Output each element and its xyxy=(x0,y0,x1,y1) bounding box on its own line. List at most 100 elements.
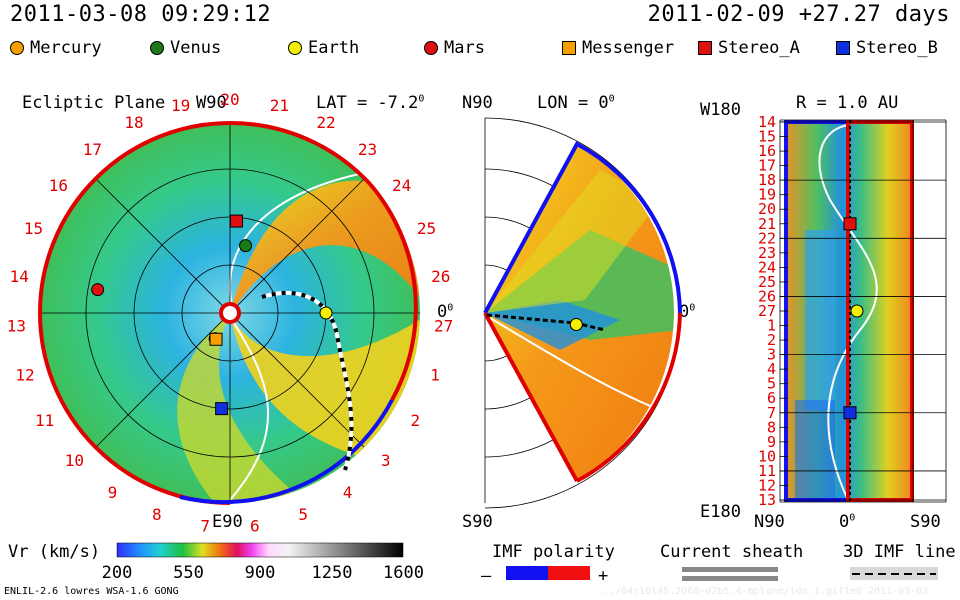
strip-row-label: 27 xyxy=(758,302,776,320)
rotation-label: 26 xyxy=(431,267,450,286)
mars-legend-circle-icon xyxy=(424,41,438,55)
earth-marker xyxy=(569,318,583,332)
footer-file-info: .../64r16t45.2068-d2b5.4-mplane/lde_1.gi… xyxy=(597,586,929,597)
strip-heatmap xyxy=(784,120,914,502)
rotation-label: 22 xyxy=(316,113,335,132)
panel2-zero-label: 00 xyxy=(679,302,696,322)
legend-item-venus: Venus xyxy=(150,38,221,58)
w180-label: W180 xyxy=(700,100,741,120)
strip-positive-border xyxy=(784,120,850,502)
panel1-zero-label: 00 xyxy=(437,302,454,322)
stereo_b-marker xyxy=(843,406,857,420)
w90-label: W90 xyxy=(196,93,227,113)
legend-item-stereo-b: Stereo_B xyxy=(836,38,938,58)
strip-row-label: 23 xyxy=(758,244,776,262)
strip-row-label: 9 xyxy=(767,433,776,451)
rotation-label: 19 xyxy=(171,96,190,115)
mercury-marker xyxy=(208,332,222,346)
earth-marker xyxy=(319,306,333,320)
rotation-label: 25 xyxy=(417,219,436,238)
strip-row-label: 19 xyxy=(758,186,776,204)
colorbar-tick-label: 1600 xyxy=(383,563,424,583)
stereo-b-legend-square-icon xyxy=(836,41,850,55)
venus-legend-circle-icon xyxy=(150,41,164,55)
current-sheath-title: Current sheath xyxy=(660,542,804,562)
meridional-positive-edge xyxy=(483,141,682,314)
rotation-label: 16 xyxy=(49,176,68,195)
legend-label: Stereo_B xyxy=(856,38,938,58)
meridional-negative-edge xyxy=(483,312,579,482)
imf-polarity-positive-swatch xyxy=(548,566,590,580)
model-datetime: 2011-02-09 +27.27 days xyxy=(647,2,950,27)
strip-row-label: 15 xyxy=(758,128,776,146)
footer-model-info: ENLIL-2.6 lowres WSA-1.6 GONG xyxy=(4,586,179,597)
strip-row-label: 12 xyxy=(758,476,776,494)
colorbar xyxy=(116,542,404,558)
rotation-label: 8 xyxy=(152,505,162,524)
legend-label: Earth xyxy=(308,38,360,58)
positive-polarity-arc xyxy=(179,399,394,505)
rotation-label: 1 xyxy=(430,365,440,384)
strip-row-label: 2 xyxy=(767,331,776,349)
imf-field-line-white xyxy=(261,291,354,471)
mars-marker xyxy=(91,283,105,297)
legend-item-mercury: Mercury xyxy=(10,38,102,58)
rotation-label: 17 xyxy=(83,140,102,159)
earth-marker xyxy=(850,304,864,318)
strip-row-label: 26 xyxy=(758,287,776,305)
fast-wind-region xyxy=(230,180,420,313)
s90-label: S90 xyxy=(462,512,493,532)
strip-row-label: 6 xyxy=(767,389,776,407)
slow-wind-region xyxy=(177,313,330,503)
x-label-s90: S90 xyxy=(910,512,941,532)
meridional-negative-arc xyxy=(576,312,682,483)
polar-grid xyxy=(40,123,420,503)
sun-marker xyxy=(219,302,241,324)
current-datetime: 2011-03-08 09:29:12 xyxy=(10,2,272,27)
strip-row-label: 5 xyxy=(767,375,776,393)
current-sheath-line-b xyxy=(229,319,270,501)
e90-label: E90 xyxy=(212,512,243,532)
imf-minus: – xyxy=(481,566,492,586)
strip-row-label: 14 xyxy=(758,113,776,131)
rotation-label: 15 xyxy=(24,219,43,238)
legend-label: Venus xyxy=(170,38,222,58)
negative-polarity-arc-2 xyxy=(229,120,372,186)
strip-row-label: 4 xyxy=(767,360,776,378)
radius-label: R = 1.0 AU xyxy=(796,93,899,113)
strip-negative-border xyxy=(846,120,914,502)
rotation-label: 23 xyxy=(358,140,377,159)
strip-row-label: 24 xyxy=(758,258,776,276)
legend-item-earth: Earth xyxy=(288,38,359,58)
imf-polarity-negative-swatch xyxy=(506,566,548,580)
colorbar-tick-label: 1250 xyxy=(311,563,353,583)
colorbar-tick-label: 200 xyxy=(101,563,133,583)
n90-label: N90 xyxy=(462,93,493,113)
stereo_a-marker xyxy=(229,214,243,228)
x-label-n90: N90 xyxy=(754,512,785,532)
colorbar-label: Vr (km/s) xyxy=(8,542,101,562)
panel2-bodies xyxy=(569,318,583,332)
strip-row-label: 3 xyxy=(767,346,776,364)
rotation-label: 11 xyxy=(35,411,54,430)
meridional-wedge xyxy=(485,144,674,481)
compressed-region xyxy=(230,313,420,470)
strip-slow-region-2 xyxy=(795,400,835,500)
rotation-label: 21 xyxy=(270,96,289,115)
colorbar-tick-label: 550 xyxy=(173,563,204,583)
strip-row-label: 21 xyxy=(758,215,776,233)
imf-polarity-title: IMF polarity xyxy=(492,542,615,562)
strip-sheath-line xyxy=(818,124,878,501)
legend-item-messenger: Messenger xyxy=(562,38,674,58)
strip-row-label: 7 xyxy=(767,404,776,422)
slow-wind-band xyxy=(485,230,674,340)
rotation-label: 4 xyxy=(343,483,353,502)
imf-plus: + xyxy=(598,566,609,586)
e180-label: E180 xyxy=(700,502,741,522)
current-sheath-swatch-1 xyxy=(682,567,778,572)
strip-row-label: 1 xyxy=(767,317,776,335)
rotation-label: 3 xyxy=(381,451,391,470)
current-sheath-swatch-2 xyxy=(682,576,778,581)
imf-line-title: 3D IMF line xyxy=(843,542,956,562)
rotation-labels: 20 21222324252627123456789101112131415161… xyxy=(7,90,454,536)
